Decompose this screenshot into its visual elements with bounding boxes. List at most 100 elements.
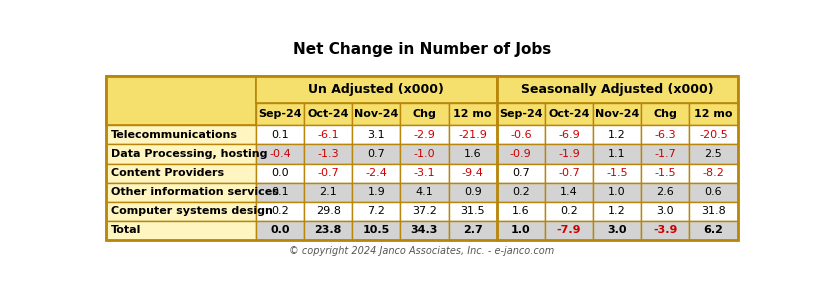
- FancyBboxPatch shape: [106, 76, 256, 125]
- FancyBboxPatch shape: [256, 76, 497, 103]
- FancyBboxPatch shape: [593, 221, 641, 240]
- Text: 3.0: 3.0: [607, 225, 627, 235]
- Text: Oct-24: Oct-24: [548, 109, 590, 119]
- Text: 0.0: 0.0: [270, 225, 290, 235]
- FancyBboxPatch shape: [352, 202, 401, 221]
- Text: 1.9: 1.9: [367, 187, 385, 197]
- FancyBboxPatch shape: [545, 103, 593, 125]
- FancyBboxPatch shape: [641, 163, 690, 183]
- FancyBboxPatch shape: [305, 163, 352, 183]
- FancyBboxPatch shape: [593, 103, 641, 125]
- FancyBboxPatch shape: [352, 103, 401, 125]
- FancyBboxPatch shape: [352, 163, 401, 183]
- FancyBboxPatch shape: [106, 183, 256, 202]
- Text: 0.2: 0.2: [560, 206, 578, 216]
- FancyBboxPatch shape: [305, 103, 352, 125]
- Text: Oct-24: Oct-24: [308, 109, 349, 119]
- Text: -3.9: -3.9: [653, 225, 677, 235]
- Text: 0.2: 0.2: [512, 187, 530, 197]
- Text: 3.1: 3.1: [368, 130, 385, 140]
- FancyBboxPatch shape: [256, 103, 305, 125]
- Text: Sep-24: Sep-24: [258, 109, 302, 119]
- Text: -2.4: -2.4: [365, 168, 388, 178]
- Text: 1.6: 1.6: [464, 149, 481, 159]
- FancyBboxPatch shape: [545, 202, 593, 221]
- FancyBboxPatch shape: [593, 125, 641, 145]
- FancyBboxPatch shape: [545, 183, 593, 202]
- Text: 1.2: 1.2: [608, 206, 626, 216]
- Text: 1.1: 1.1: [608, 149, 626, 159]
- FancyBboxPatch shape: [449, 183, 497, 202]
- FancyBboxPatch shape: [256, 145, 305, 163]
- FancyBboxPatch shape: [497, 202, 545, 221]
- Text: Nov-24: Nov-24: [595, 109, 639, 119]
- Text: 31.8: 31.8: [701, 206, 726, 216]
- FancyBboxPatch shape: [497, 103, 545, 125]
- Text: -1.0: -1.0: [414, 149, 435, 159]
- FancyBboxPatch shape: [690, 163, 737, 183]
- FancyBboxPatch shape: [593, 183, 641, 202]
- FancyBboxPatch shape: [256, 202, 305, 221]
- Text: 23.8: 23.8: [314, 225, 342, 235]
- Text: -6.3: -6.3: [654, 130, 676, 140]
- Text: 2.6: 2.6: [657, 187, 674, 197]
- Text: -6.1: -6.1: [318, 130, 339, 140]
- FancyBboxPatch shape: [106, 221, 256, 240]
- FancyBboxPatch shape: [497, 221, 545, 240]
- FancyBboxPatch shape: [106, 145, 256, 163]
- FancyBboxPatch shape: [641, 145, 690, 163]
- Text: -1.7: -1.7: [654, 149, 677, 159]
- FancyBboxPatch shape: [401, 103, 449, 125]
- Text: -1.5: -1.5: [654, 168, 676, 178]
- Text: © copyright 2024 Janco Associates, Inc. - e-janco.com: © copyright 2024 Janco Associates, Inc. …: [289, 246, 555, 256]
- FancyBboxPatch shape: [641, 125, 690, 145]
- FancyBboxPatch shape: [641, 183, 690, 202]
- Text: 0.6: 0.6: [704, 187, 723, 197]
- Text: -20.5: -20.5: [699, 130, 728, 140]
- FancyBboxPatch shape: [305, 125, 352, 145]
- Text: 0.7: 0.7: [512, 168, 530, 178]
- FancyBboxPatch shape: [401, 145, 449, 163]
- FancyBboxPatch shape: [449, 103, 497, 125]
- Text: 2.7: 2.7: [463, 225, 482, 235]
- Text: -9.4: -9.4: [462, 168, 484, 178]
- Text: 31.5: 31.5: [460, 206, 485, 216]
- Text: Nov-24: Nov-24: [354, 109, 398, 119]
- Text: 37.2: 37.2: [412, 206, 437, 216]
- FancyBboxPatch shape: [106, 163, 256, 183]
- Text: 12 mo: 12 mo: [453, 109, 492, 119]
- Text: Other information services: Other information services: [111, 187, 279, 197]
- FancyBboxPatch shape: [690, 221, 737, 240]
- Text: Telecommunications: Telecommunications: [111, 130, 238, 140]
- Text: 0.1: 0.1: [272, 130, 289, 140]
- FancyBboxPatch shape: [497, 76, 737, 103]
- FancyBboxPatch shape: [305, 145, 352, 163]
- Text: 34.3: 34.3: [411, 225, 438, 235]
- Text: -0.7: -0.7: [558, 168, 580, 178]
- Text: -0.6: -0.6: [510, 130, 532, 140]
- FancyBboxPatch shape: [690, 103, 737, 125]
- FancyBboxPatch shape: [497, 183, 545, 202]
- Text: 4.1: 4.1: [416, 187, 434, 197]
- FancyBboxPatch shape: [401, 202, 449, 221]
- Text: -0.7: -0.7: [318, 168, 339, 178]
- Text: 0.2: 0.2: [271, 206, 289, 216]
- Text: Seasonally Adjusted (x000): Seasonally Adjusted (x000): [521, 83, 714, 96]
- Text: Content Providers: Content Providers: [111, 168, 225, 178]
- Text: -1.5: -1.5: [607, 168, 628, 178]
- Text: -21.9: -21.9: [458, 130, 487, 140]
- FancyBboxPatch shape: [401, 125, 449, 145]
- Text: 1.4: 1.4: [560, 187, 578, 197]
- FancyBboxPatch shape: [593, 202, 641, 221]
- Text: Computer systems design: Computer systems design: [111, 206, 273, 216]
- FancyBboxPatch shape: [256, 125, 305, 145]
- FancyBboxPatch shape: [545, 221, 593, 240]
- Text: 12 mo: 12 mo: [694, 109, 732, 119]
- Text: Net Change in Number of Jobs: Net Change in Number of Jobs: [293, 42, 551, 57]
- Text: Data Processing, hosting: Data Processing, hosting: [111, 149, 267, 159]
- FancyBboxPatch shape: [305, 183, 352, 202]
- FancyBboxPatch shape: [593, 145, 641, 163]
- FancyBboxPatch shape: [690, 183, 737, 202]
- Text: -3.1: -3.1: [414, 168, 435, 178]
- Text: -2.9: -2.9: [414, 130, 435, 140]
